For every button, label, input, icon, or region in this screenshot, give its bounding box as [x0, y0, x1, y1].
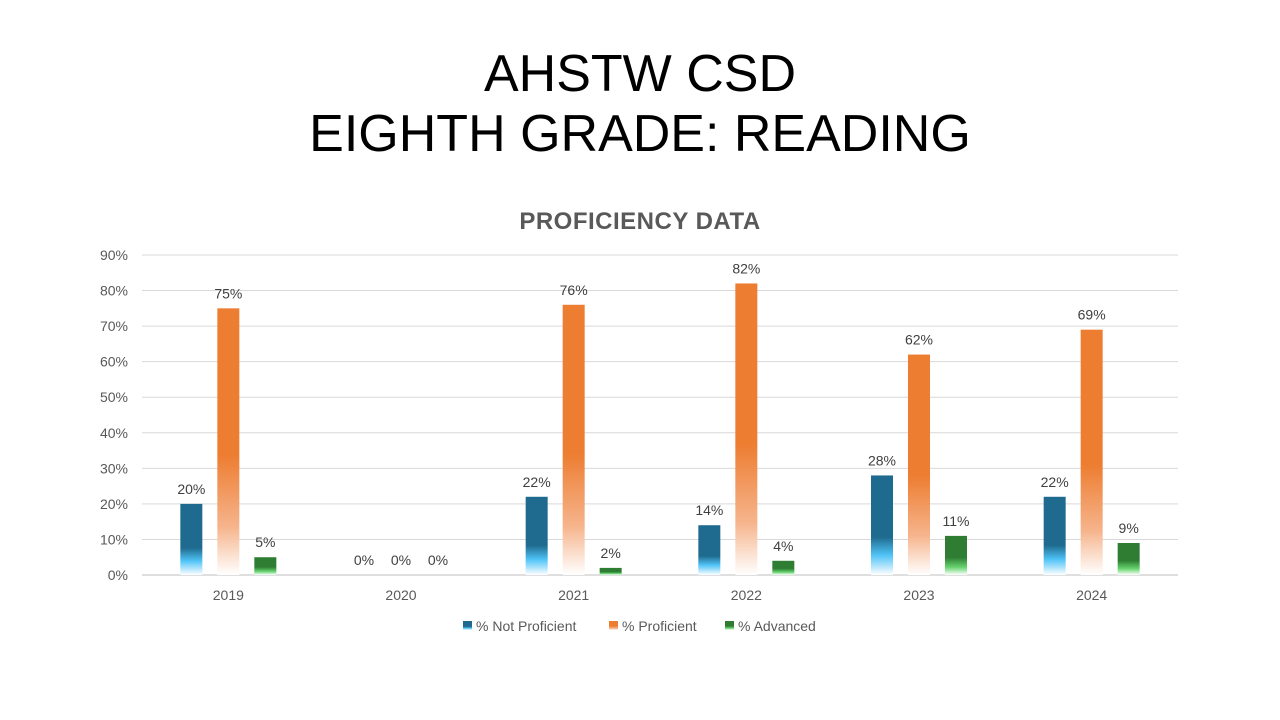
legend-swatch — [463, 621, 472, 630]
x-tick-label: 2024 — [1076, 587, 1107, 603]
y-tick-label: 30% — [100, 460, 128, 476]
data-labels: 20% 75% 5% 0% 0% 0% 22% 76% 2% 14% 82% 4% 28% 62% 11% 2… — [177, 260, 1138, 568]
data-label: 20% — [177, 481, 205, 497]
data-label: 82% — [732, 260, 760, 276]
data-label: 0% — [354, 552, 374, 568]
x-tick-label: 2023 — [903, 587, 934, 603]
bar-not-proficient-2022 — [698, 525, 721, 575]
data-label: 9% — [1119, 520, 1139, 536]
data-label: 2% — [601, 545, 621, 561]
bar-proficient-2022 — [735, 283, 758, 575]
data-label: 0% — [391, 552, 411, 568]
bar-advanced-2019 — [254, 557, 277, 575]
data-label: 28% — [868, 452, 896, 468]
y-tick-label: 80% — [100, 283, 128, 299]
x-tick-label: 2022 — [731, 587, 762, 603]
data-label: 11% — [943, 513, 970, 529]
bar-not-proficient-2019 — [180, 503, 203, 575]
y-tick-label: 50% — [100, 389, 128, 405]
bar-advanced-2023 — [945, 535, 967, 575]
legend-label: % Advanced — [738, 618, 816, 634]
x-tick-label: 2020 — [385, 587, 416, 603]
y-tick-label: 0% — [108, 567, 128, 583]
data-label: 4% — [773, 538, 793, 554]
bar-not-proficient-2021 — [525, 496, 548, 575]
bar-advanced-2022 — [772, 560, 795, 575]
y-tick-label: 40% — [100, 425, 128, 441]
bar-not-proficient-2024 — [1043, 496, 1066, 575]
bar-proficient-2024 — [1080, 329, 1103, 575]
data-label: 69% — [1078, 307, 1106, 323]
bar-not-proficient-2023 — [871, 475, 893, 575]
bars — [180, 283, 1140, 575]
data-label: 22% — [1041, 474, 1069, 490]
data-label: 14% — [695, 502, 723, 518]
legend-swatch — [609, 621, 618, 630]
bar-proficient-2021 — [562, 304, 585, 575]
data-label: 76% — [560, 282, 588, 298]
gridlines — [142, 254, 1178, 576]
x-tick-label: 2021 — [558, 587, 589, 603]
legend-swatch — [725, 621, 734, 630]
y-tick-label: 20% — [100, 496, 128, 512]
bar-advanced-2021 — [599, 567, 622, 575]
slide-title-line2: EIGHTH GRADE: READING — [309, 105, 971, 163]
legend: % Not Proficient % Proficient % Advanced — [463, 618, 816, 634]
data-label: 5% — [255, 534, 275, 550]
bar-proficient-2023 — [908, 354, 930, 575]
y-tick-label: 60% — [100, 354, 128, 370]
bar-advanced-2024 — [1117, 543, 1140, 575]
data-label: 75% — [214, 285, 242, 301]
x-axis-ticks: 2019 2020 2021 2022 2023 2024 — [213, 587, 1108, 603]
slide-title: AHSTW CSD EIGHTH GRADE: READING — [0, 44, 1280, 164]
y-axis-ticks: 0% 10% 20% 30% 40% 50% 60% 70% 80% 90% — [100, 247, 128, 583]
y-tick-label: 70% — [100, 318, 128, 334]
bar-proficient-2019 — [217, 308, 240, 575]
data-label: 22% — [523, 474, 551, 490]
data-label: 62% — [905, 332, 933, 348]
legend-label: % Proficient — [622, 618, 697, 634]
x-tick-label: 2019 — [213, 587, 244, 603]
data-label: 0% — [428, 552, 448, 568]
y-tick-label: 10% — [100, 531, 128, 547]
y-tick-label: 90% — [100, 247, 128, 263]
legend-label: % Not Proficient — [476, 618, 576, 634]
chart-title: PROFICIENCY DATA — [519, 208, 760, 235]
slide-title-line1: AHSTW CSD — [484, 45, 796, 103]
